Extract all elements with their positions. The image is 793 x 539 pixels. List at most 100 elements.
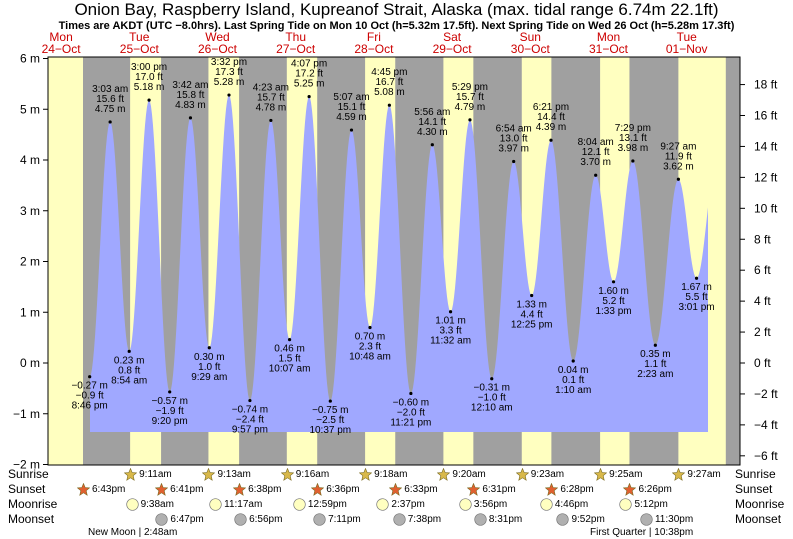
low-tide-label: 1.60 m5.2 ft1:33 pm (595, 286, 631, 317)
tide-label-line: 17.3 ft (215, 67, 243, 78)
tide-label-line: 1.5 ft (278, 354, 300, 365)
tide-label-line: 5:56 am (414, 107, 450, 118)
chart-subtitle: Times are AKDT (UTC −8.0hrs). Last Sprin… (58, 20, 735, 32)
moonrise-icon (376, 498, 390, 511)
sunrise-event-time: 9:27am (687, 469, 721, 480)
sunrise-event: 9:13am (202, 468, 251, 481)
tide-label-line: 9:29 am (191, 372, 227, 383)
tide-label-line: −2.0 ft (397, 407, 425, 418)
sunset-event: 6:43pm (76, 483, 125, 496)
moonrise-row-label-right: Moonrise (735, 497, 785, 511)
y-tick-label-ft: 6 ft (754, 263, 771, 277)
tide-point (147, 98, 151, 102)
sun-moon-legend: Sunrise Sunset Moonrise Moonset Sunrise … (0, 467, 793, 539)
sunset-event-time: 6:28pm (560, 484, 594, 495)
tide-label-line: 5.18 m (134, 82, 165, 93)
tide-label-line: 12:10 am (471, 403, 513, 414)
y-tick-label-m: 6 m (20, 52, 40, 66)
low-tide-label: −0.57 m−1.9 ft9:20 pm (151, 396, 187, 427)
moonrise-event: 9:38am (125, 498, 174, 511)
tide-label-line: 3.62 m (663, 161, 694, 172)
tide-label-line: 17.0 ft (135, 72, 163, 83)
tide-point (108, 120, 112, 124)
low-tide-label: 0.35 m1.1 ft2:23 am (637, 349, 673, 380)
tide-point (631, 159, 635, 163)
day-of-week-label: Sat (443, 30, 462, 44)
y-tick-label-ft: 0 ft (754, 356, 771, 370)
sunrise-event-time: 9:13am (217, 469, 251, 480)
date-label: 30−Oct (511, 42, 551, 56)
tide-label-line: 1.01 m (435, 316, 466, 327)
tide-point (269, 118, 273, 123)
y-tick-label-ft: −6 ft (754, 449, 778, 463)
sunrise-icon (202, 468, 216, 481)
tide-label-line: 11:21 pm (390, 417, 431, 428)
moonrise-icon (459, 498, 472, 511)
tide-label-line: 0.04 m (558, 365, 589, 376)
tide-point (594, 173, 598, 177)
moonset-event: 7:38pm (393, 513, 441, 526)
tide-point (653, 343, 657, 347)
tide-label-line: 8:46 pm (72, 401, 108, 412)
tide-point (611, 280, 616, 284)
tide-label-line: 3:01 pm (678, 302, 714, 313)
moonrise-event: 4:46pm (540, 498, 588, 511)
day-of-week-label: Tue (129, 30, 150, 44)
moonset-event-time: 8:31pm (488, 514, 523, 525)
tide-label-line: 8:04 am (578, 137, 614, 148)
tide-label-line: −0.60 m (393, 397, 429, 408)
sunset-event: 6:36pm (311, 483, 360, 496)
sunrise-event: 9:25am (594, 468, 642, 481)
sunrise-event: 9:23am (515, 468, 564, 481)
moonrise-icon (293, 498, 306, 511)
tide-label-line: 4.39 m (536, 122, 567, 133)
tide-point (430, 143, 434, 147)
moonset-event: 7:11pm (313, 513, 361, 526)
tide-label-line: 4.30 m (417, 127, 448, 138)
day-of-week-label: Thu (285, 30, 306, 44)
tide-point (368, 325, 372, 330)
tide-label-line: 3.70 m (580, 157, 611, 168)
sunset-icon (623, 483, 637, 496)
tide-point (387, 103, 391, 107)
moonset-icon (234, 513, 247, 526)
sunrise-icon (594, 468, 608, 481)
y-tick-label-ft: 4 ft (754, 294, 771, 308)
moonset-row-label-right: Moonset (735, 512, 782, 526)
tide-label-line: 0.70 m (355, 331, 386, 342)
sunrise-event: 9:27am (672, 468, 721, 481)
tide-label-line: 9:20 pm (152, 416, 188, 427)
tide-label-line: 13.1 ft (619, 133, 647, 144)
sunset-event-time: 6:38pm (248, 484, 282, 495)
y-tick-label-m: 5 m (20, 102, 40, 116)
tide-label-line: 3:42 am (172, 80, 208, 91)
low-tide-label: 0.04 m0.1 ft1:10 am (555, 365, 591, 396)
sunrise-event: 9:18am (359, 468, 407, 481)
tide-label-line: 3.97 m (498, 144, 529, 155)
tide-label-line: 3:32 pm (211, 57, 247, 68)
sunset-event: 6:41pm (155, 483, 203, 496)
tide-label-line: −1.9 ft (156, 406, 184, 417)
y-tick-label-m: 2 m (20, 255, 40, 269)
date-label: 24−Oct (42, 42, 82, 56)
moonset-event: 11:30pm (640, 513, 693, 526)
tide-label-line: 0.30 m (194, 352, 225, 363)
tide-label-line: 4.4 ft (521, 310, 543, 321)
sunrise-event-time: 9:20am (452, 469, 486, 480)
tide-label-line: 6:21 pm (533, 102, 569, 113)
y-tick-label-ft: 10 ft (754, 201, 778, 215)
low-tide-label: 0.30 m1.0 ft9:29 am (191, 352, 227, 383)
moonrise-event: 2:37pm (376, 498, 425, 511)
low-tide-label: −0.27 m−0.9 ft8:46 pm (71, 381, 107, 412)
day-of-week-label: Tue (677, 30, 698, 44)
tide-label-line: 5:07 am (333, 92, 369, 103)
moonrise-icon (125, 498, 139, 511)
